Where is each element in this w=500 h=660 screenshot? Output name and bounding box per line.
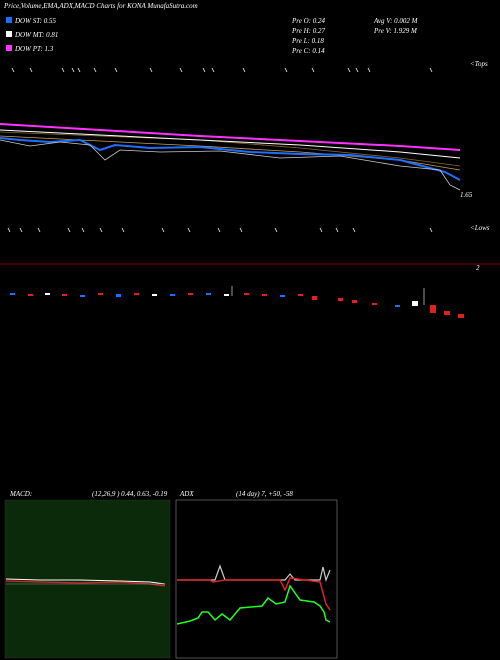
shape	[352, 300, 357, 303]
shape	[0, 131, 461, 167]
shape	[170, 294, 175, 296]
shape	[206, 293, 211, 295]
shape	[0, 123, 461, 151]
shape	[116, 294, 121, 297]
shape	[312, 296, 317, 300]
shape	[298, 294, 303, 296]
adx-title: ADX	[179, 490, 194, 498]
adx-panel	[175, 499, 338, 659]
shape	[176, 584, 331, 625]
shape	[10, 293, 15, 295]
shape	[11, 67, 433, 73]
info-text: Pre V: 1.929 M	[373, 27, 418, 35]
adx-lines	[176, 564, 331, 625]
macd-lines	[5, 578, 166, 587]
shape	[430, 305, 436, 313]
shape	[0, 129, 461, 159]
last-price-label: 1.65	[460, 191, 473, 199]
info-text: Pre L: 0.18	[291, 37, 324, 45]
shape	[98, 293, 103, 295]
shape	[244, 293, 249, 295]
info-text: Pre O: 0.24	[291, 17, 325, 25]
shape	[372, 303, 377, 305]
shape	[5, 578, 166, 585]
legend-label: DOW PT: 1.3	[14, 45, 54, 53]
shape	[412, 301, 418, 306]
shape	[224, 294, 229, 296]
shape	[152, 294, 157, 296]
info: Pre O: 0.24 Pre H: 0.27 Pre L: 0.18 Pre …	[291, 17, 419, 55]
shape	[80, 295, 85, 297]
macd-params: (12,26,9 ) 0.44, 0.63, -0.19	[92, 490, 168, 498]
legend: DOW ST: 0.55 DOW MT: 0.81 DOW PT: 1.3	[6, 17, 58, 53]
legend-swatch	[6, 31, 12, 37]
shape	[134, 293, 139, 295]
shape	[177, 564, 331, 583]
candles	[10, 286, 464, 318]
price-lines	[0, 123, 461, 191]
shape	[0, 139, 461, 191]
info-text: Pre C: 0.14	[291, 47, 325, 55]
shape	[395, 305, 400, 307]
adx-params: (14 day) 7, +50, -58	[236, 490, 293, 498]
shape	[280, 295, 285, 297]
shape	[28, 294, 33, 296]
legend-label: DOW ST: 0.55	[14, 17, 57, 25]
shape	[444, 311, 450, 315]
shape	[45, 293, 50, 295]
shape	[62, 294, 67, 296]
info-text: Pre H: 0.27	[291, 27, 325, 35]
lows-label: <Lows	[470, 224, 490, 232]
shape	[188, 293, 193, 295]
legend-swatch	[6, 17, 12, 23]
shape	[0, 137, 461, 181]
tops-label: <Tops	[470, 60, 488, 68]
macd-title: MACD:	[9, 490, 32, 498]
legend-label: DOW MT: 0.81	[14, 31, 58, 39]
shape	[177, 577, 331, 611]
shape	[7, 227, 433, 233]
info-text: Avg V: 0.002 M	[373, 17, 419, 25]
shape	[5, 580, 166, 587]
shape	[458, 314, 464, 318]
chart-title: Price,Volume,EMA,ADX,MACD Charts for KON…	[3, 2, 198, 10]
shape	[338, 298, 343, 301]
volume-label: 2	[476, 264, 480, 272]
macd-panel	[4, 499, 171, 659]
legend-swatch	[6, 45, 12, 51]
shape	[262, 294, 267, 296]
top-markers	[7, 67, 433, 233]
